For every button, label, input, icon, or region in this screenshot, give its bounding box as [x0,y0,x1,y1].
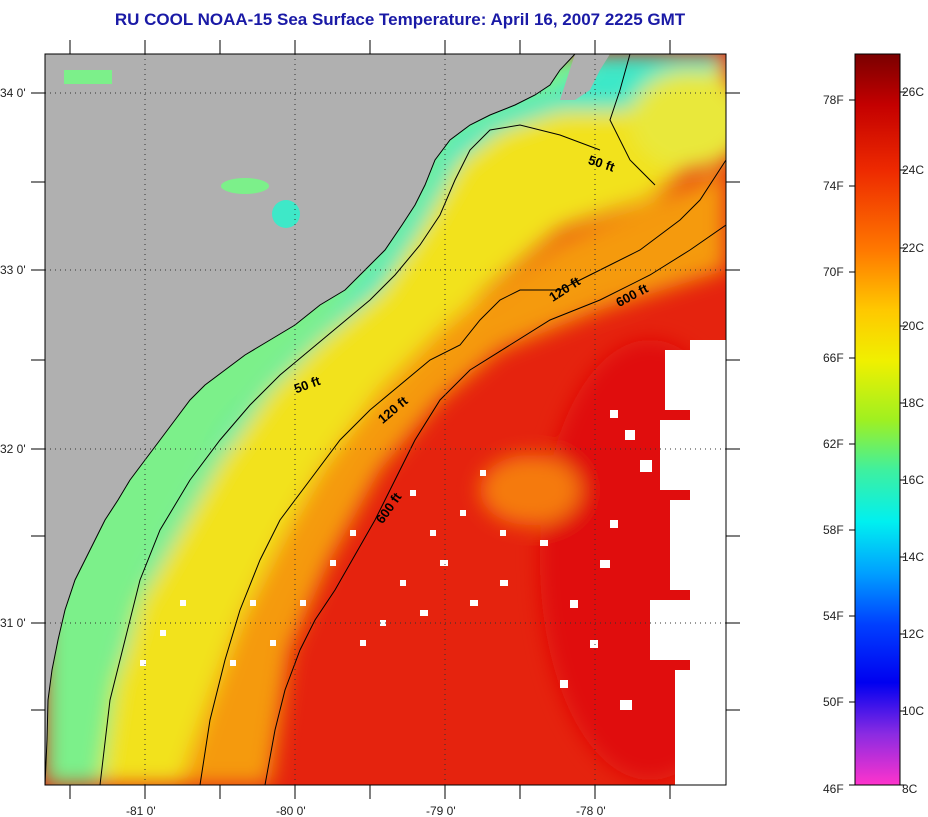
cb-f-70: 70F [823,265,844,279]
cb-c-8: 8C [902,782,918,796]
isobath-50ft [99,54,656,785]
coastline [45,54,576,785]
orange-lobe [480,455,580,525]
warm-core-east [540,340,726,780]
isobath-120ft [199,159,726,785]
isobath-600ft [264,224,726,785]
yellow-plume-ne [630,70,726,170]
cb-f-46: 46F [823,782,844,796]
cb-c-14: 14C [902,550,924,564]
cb-f-66: 66F [823,351,844,365]
map-title: RU COOL NOAA-15 Sea Surface Temperature:… [114,10,686,29]
colorbar-gradient [854,53,901,786]
lon-label-78: -78 0' [576,804,606,817]
cb-c-12: 12C [902,627,924,641]
colorbar: 78F 74F 70F 66F 62F 58F 54F 50F 46F 26C … [823,53,924,796]
cb-c-26: 26C [902,85,924,99]
cb-f-74: 74F [823,179,844,193]
map-area: 50 ft 50 ft 120 ft 120 ft 600 ft 600 ft [45,54,726,785]
cb-f-78: 78F [823,93,844,107]
cb-f-62: 62F [823,437,844,451]
lake-feature [64,70,112,84]
cb-f-50: 50F [823,695,844,709]
land [45,54,575,785]
lon-label-80: -80 0' [276,804,306,817]
cb-c-16: 16C [902,473,924,487]
lon-label-81: -81 0' [126,804,156,817]
lat-label-32: 32 0' [0,442,26,456]
graticule [45,54,726,785]
land-north [560,54,610,100]
lake-moultrie [221,178,269,194]
cb-f-58: 58F [823,523,844,537]
cb-f-54: 54F [823,609,844,623]
cb-c-20: 20C [902,319,924,333]
lat-label-33: 33 0' [0,263,26,277]
cb-c-18: 18C [902,396,924,410]
cloud-mask [140,340,726,785]
lake-marion [272,200,300,228]
lat-label-34: 34 0' [0,86,26,100]
axis-ticks [31,40,740,799]
cb-c-10: 10C [902,704,924,718]
lat-label-31: 31 0' [0,616,26,630]
lon-label-79: -79 0' [426,804,456,817]
map-frame [44,53,727,786]
cb-c-22: 22C [902,241,924,255]
cb-c-24: 24C [902,163,924,177]
